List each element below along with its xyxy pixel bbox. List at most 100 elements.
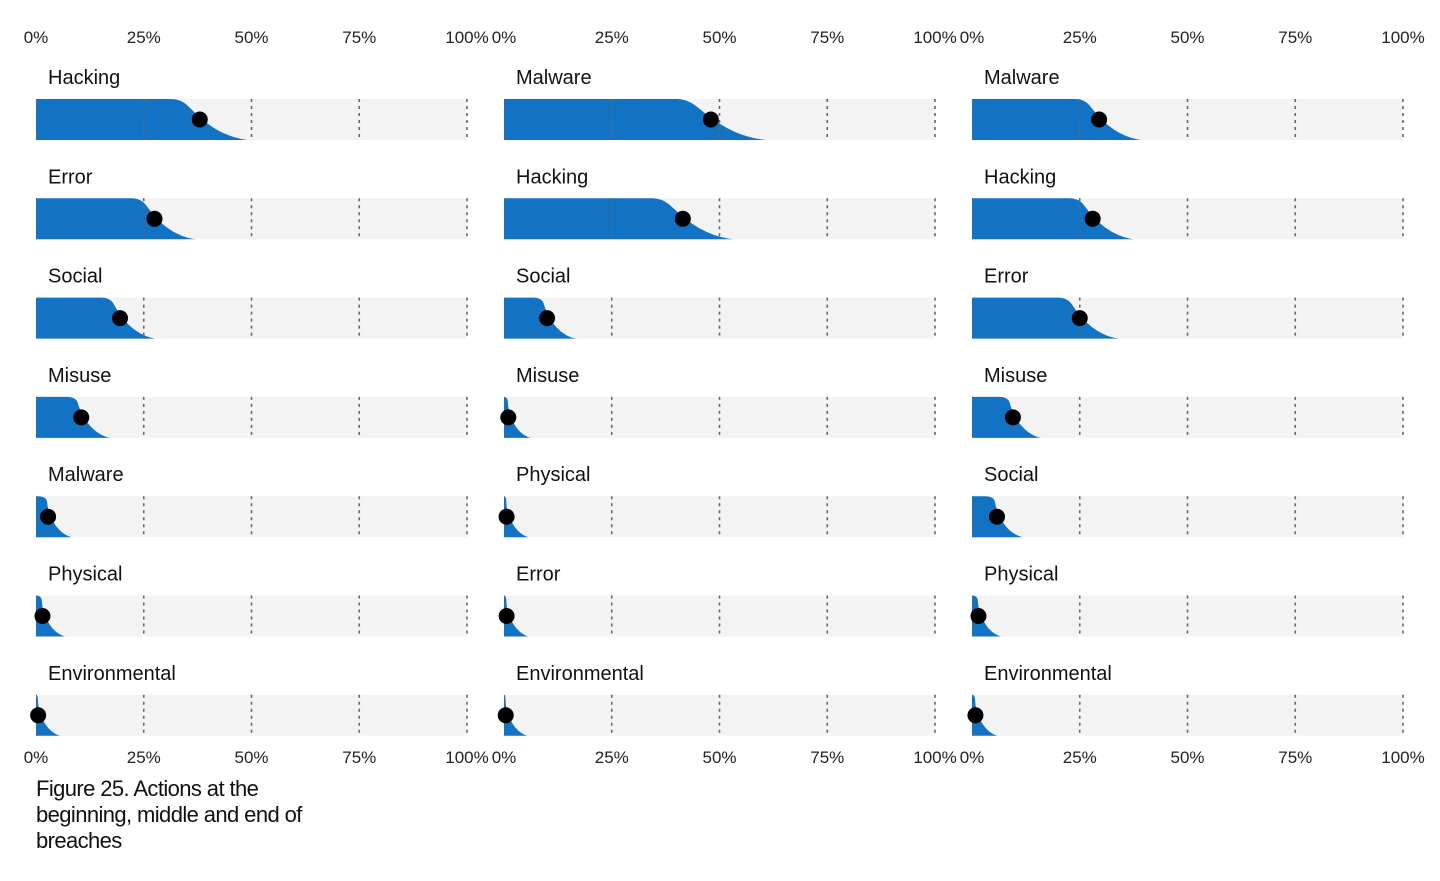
bar-track xyxy=(504,595,935,637)
top-tick-label: 0% xyxy=(24,28,49,47)
distribution-area xyxy=(36,99,248,140)
category-label: Social xyxy=(984,464,1038,486)
value-dot xyxy=(498,508,515,525)
bar-track xyxy=(972,396,1403,438)
bar-track xyxy=(36,496,467,538)
top-tick-label: 25% xyxy=(595,28,629,47)
category-label: Environmental xyxy=(516,663,644,685)
bottom-tick-label: 25% xyxy=(1063,748,1097,767)
distribution-area xyxy=(36,694,61,736)
value-dot xyxy=(539,310,556,327)
distribution-area xyxy=(36,396,111,438)
category-label: Physical xyxy=(516,464,590,486)
value-dot xyxy=(1084,210,1101,227)
category-label: Physical xyxy=(48,564,122,586)
value-dot xyxy=(1004,409,1021,426)
bar-track xyxy=(504,496,935,538)
panel-1: 0% 0% 25% 25% 50% 50% 75% 75% 100% 100% Hacking Err… xyxy=(24,28,489,767)
category-label: Physical xyxy=(984,564,1058,586)
value-dot xyxy=(497,707,514,724)
bottom-tick-label: 100% xyxy=(445,748,488,767)
bottom-tick-label: 100% xyxy=(1381,748,1424,767)
distribution-area xyxy=(972,198,1134,240)
top-tick-label: 75% xyxy=(810,28,844,47)
bottom-tick-label: 50% xyxy=(234,748,268,767)
category-label: Misuse xyxy=(516,365,579,387)
bar-track xyxy=(36,595,467,637)
value-dot xyxy=(702,111,719,128)
distribution-area xyxy=(972,595,1002,637)
category-label: Social xyxy=(48,266,102,288)
value-dot xyxy=(500,409,517,426)
bottom-tick-label: 75% xyxy=(810,748,844,767)
panel-2: 0% 0% 25% 25% 50% 50% 75% 75% 100% 100% Malware Hac… xyxy=(492,28,957,767)
top-tick-label: 50% xyxy=(234,28,268,47)
top-tick-label: 25% xyxy=(127,28,161,47)
top-tick-label: 100% xyxy=(913,28,956,47)
bottom-tick-label: 100% xyxy=(913,748,956,767)
category-label: Malware xyxy=(984,67,1060,89)
category-label: Error xyxy=(516,564,561,586)
figure-caption: Figure 25. Actions at the beginning, mid… xyxy=(36,776,302,853)
value-dot xyxy=(112,310,129,327)
bar-track xyxy=(972,496,1403,538)
distribution-area xyxy=(504,396,531,438)
value-dot xyxy=(967,707,984,724)
category-label: Misuse xyxy=(984,365,1047,387)
category-label: Malware xyxy=(48,464,124,486)
value-dot xyxy=(674,210,691,227)
bar-track xyxy=(972,595,1403,637)
bottom-tick-label: 75% xyxy=(342,748,376,767)
top-tick-label: 75% xyxy=(1278,28,1312,47)
bottom-tick-label: 0% xyxy=(960,748,985,767)
bar-track xyxy=(504,297,935,339)
category-label: Malware xyxy=(516,67,592,89)
category-label: Hacking xyxy=(516,166,588,188)
value-dot xyxy=(970,608,987,624)
bar-track xyxy=(36,396,467,438)
top-tick-label: 50% xyxy=(702,28,736,47)
bar-track xyxy=(972,694,1403,736)
top-tick-label: 0% xyxy=(492,28,517,47)
bottom-tick-label: 75% xyxy=(1278,748,1312,767)
distribution-area xyxy=(972,99,1142,140)
bottom-tick-label: 25% xyxy=(595,748,629,767)
category-label: Social xyxy=(516,266,570,288)
bar-track xyxy=(504,694,935,736)
bar-track xyxy=(36,694,467,736)
value-dot xyxy=(1071,310,1088,327)
distribution-area xyxy=(504,198,734,240)
distribution-area xyxy=(504,595,529,637)
value-dot xyxy=(30,707,47,724)
value-dot xyxy=(1091,111,1108,128)
bottom-tick-label: 50% xyxy=(702,748,736,767)
value-dot xyxy=(40,508,57,525)
category-label: Error xyxy=(48,166,93,188)
bottom-tick-label: 0% xyxy=(492,748,517,767)
value-dot xyxy=(988,508,1005,525)
top-tick-label: 100% xyxy=(445,28,488,47)
distribution-area xyxy=(504,694,528,736)
bottom-tick-label: 0% xyxy=(24,748,49,767)
top-tick-label: 50% xyxy=(1170,28,1204,47)
panel-3: 0% 0% 25% 25% 50% 50% 75% 75% 100% 100% Malware Hac… xyxy=(960,28,1425,767)
top-tick-label: 100% xyxy=(1381,28,1424,47)
distribution-area xyxy=(504,99,766,140)
category-label: Hacking xyxy=(984,166,1056,188)
category-label: Hacking xyxy=(48,67,120,89)
top-tick-label: 75% xyxy=(342,28,376,47)
bar-track xyxy=(504,396,935,438)
category-label: Error xyxy=(984,266,1029,288)
distribution-area xyxy=(972,297,1119,339)
category-label: Environmental xyxy=(984,663,1112,685)
value-dot xyxy=(73,409,90,426)
distribution-area xyxy=(36,496,72,538)
distribution-area xyxy=(972,694,998,736)
value-dot xyxy=(146,210,163,227)
top-tick-label: 25% xyxy=(1063,28,1097,47)
category-label: Misuse xyxy=(48,365,111,387)
top-tick-label: 0% xyxy=(960,28,985,47)
bottom-tick-label: 50% xyxy=(1170,748,1204,767)
distribution-area xyxy=(36,595,66,637)
